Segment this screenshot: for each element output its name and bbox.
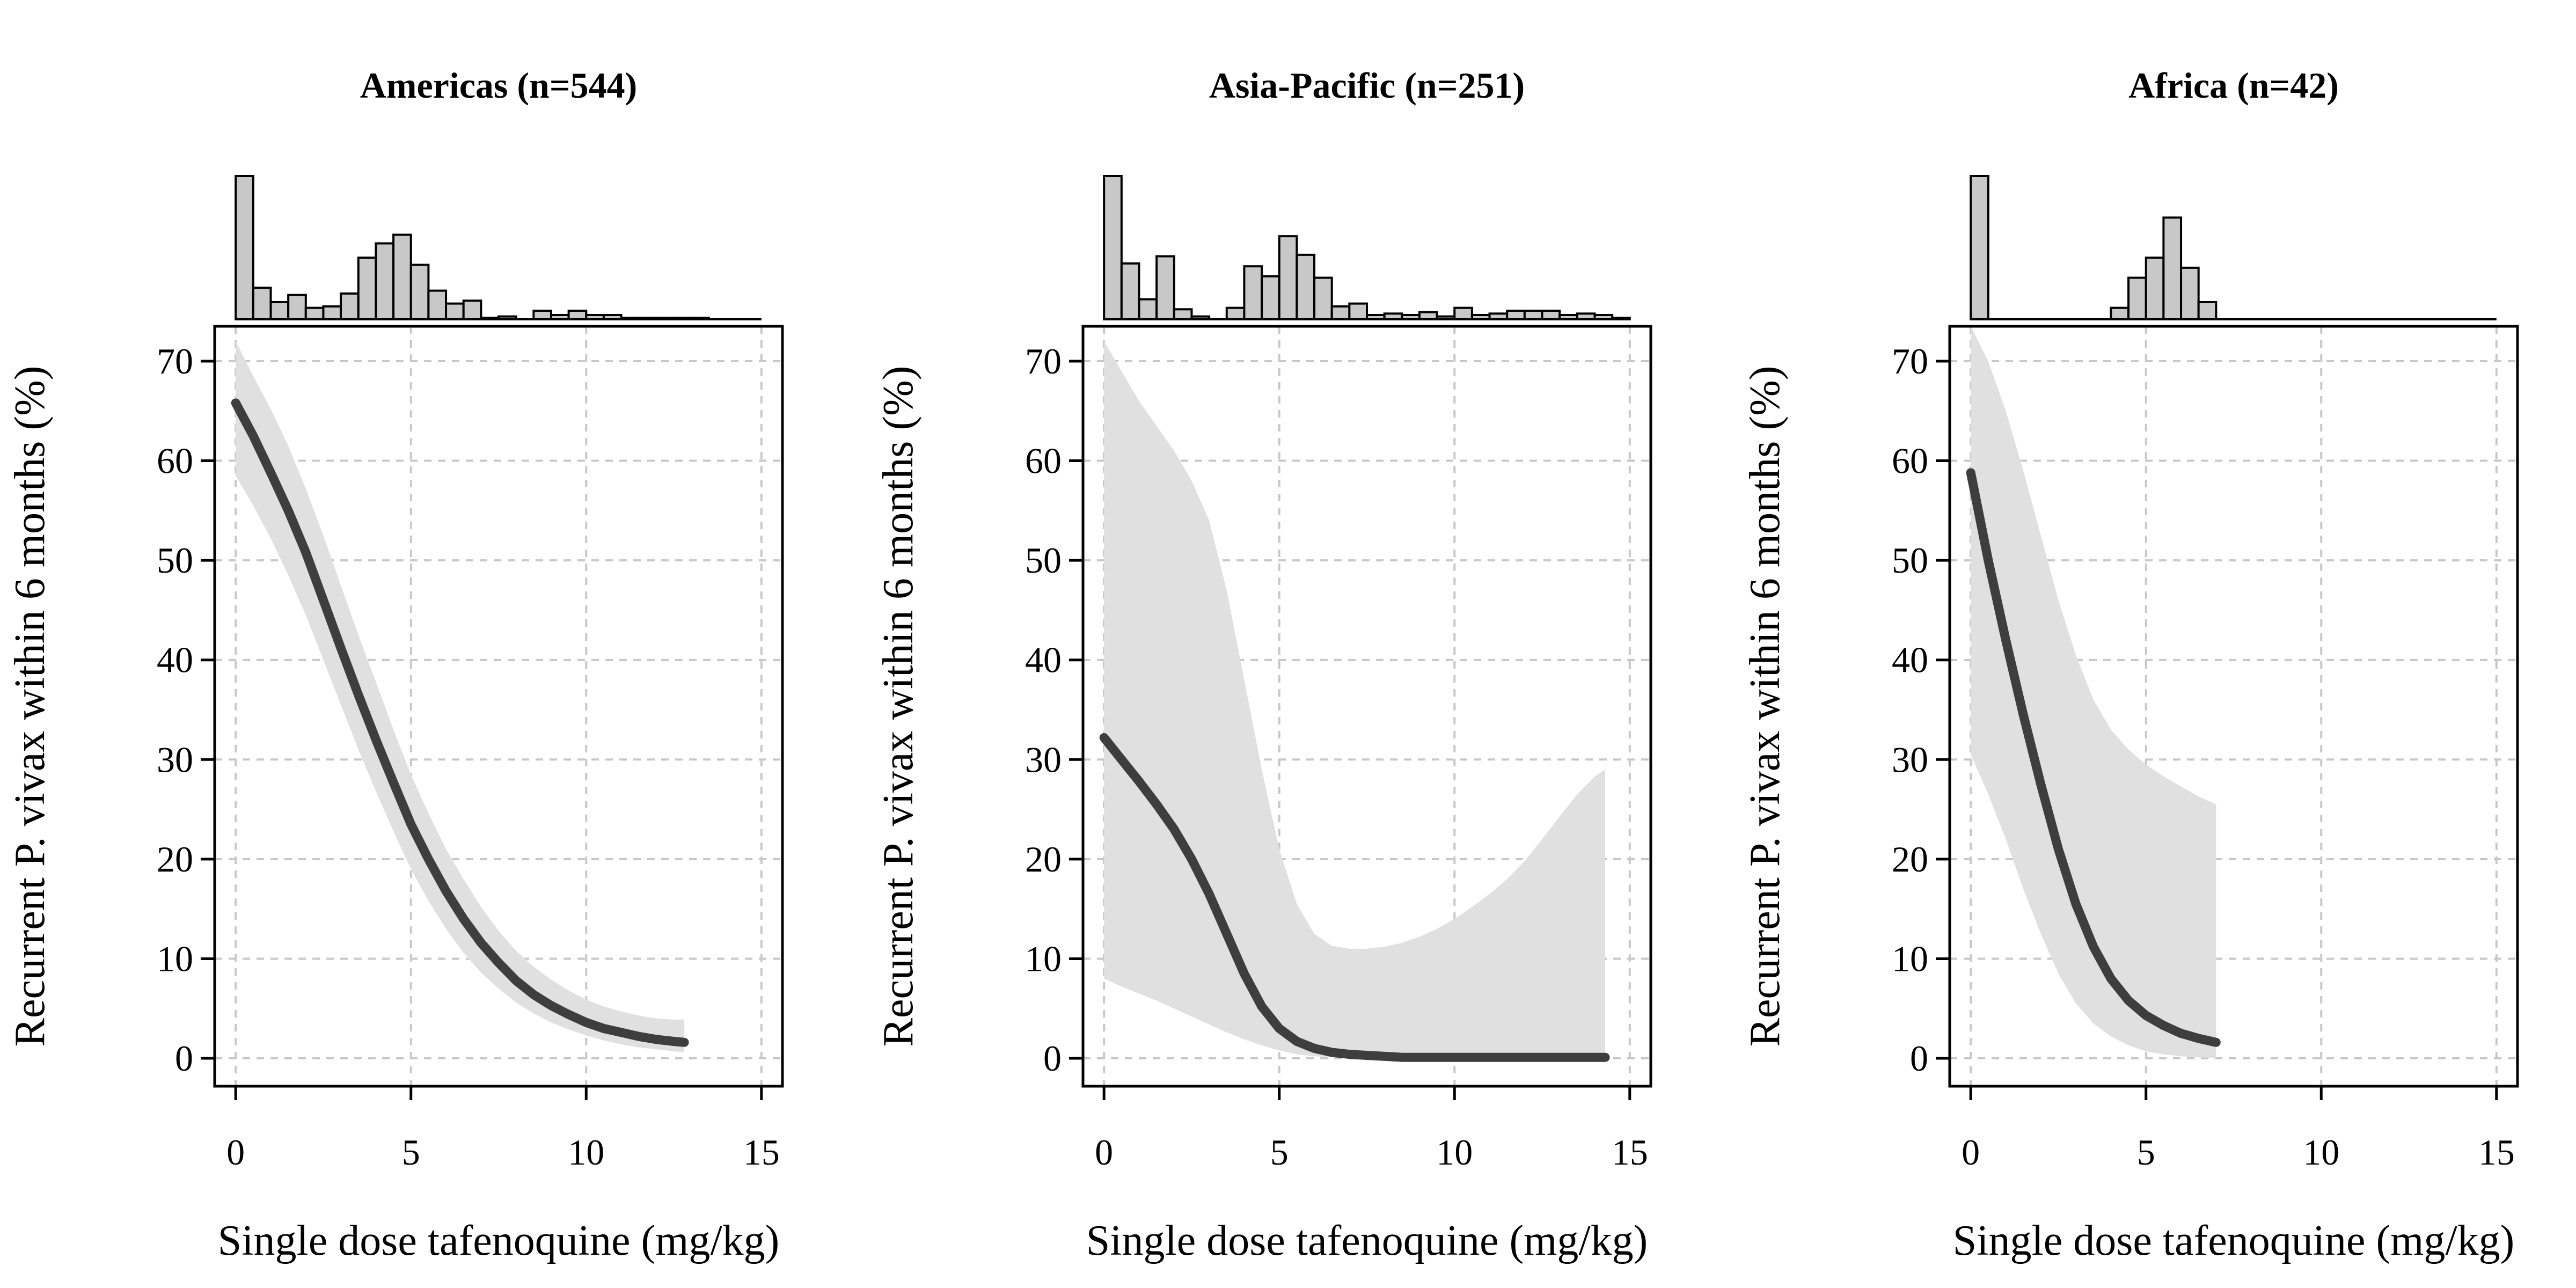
histogram-bar	[1523, 309, 1543, 320]
fitted-curve	[231, 398, 689, 1047]
confidence-band	[1104, 341, 1606, 1058]
histogram-bar	[304, 306, 325, 321]
y-tick-label: 30	[157, 739, 193, 780]
panel-title: Africa (n=42)	[2128, 65, 2339, 106]
y-tick-label: 60	[1025, 441, 1062, 481]
x-tick-label: 0	[1962, 1132, 1980, 1173]
y-tick-label: 50	[157, 540, 193, 581]
histogram-bar	[269, 301, 290, 321]
panel-title: Americas (n=544)	[360, 65, 638, 106]
histogram-bar	[1541, 309, 1561, 320]
y-tick-label: 20	[1025, 839, 1062, 880]
x-axis-label: Single dose tafenoquine (mg/kg)	[1086, 1217, 1648, 1264]
x-tick-label: 5	[402, 1132, 420, 1173]
histogram-bar	[1313, 276, 1333, 321]
histogram-bar	[357, 257, 377, 320]
x-tick-label: 10	[2303, 1132, 2339, 1173]
y-tick-label: 70	[1892, 341, 1928, 382]
histogram-bar	[567, 309, 588, 320]
histogram-bar	[287, 294, 307, 320]
y-axis-label: Recurrent P. vivax within 6 months (%)	[875, 366, 922, 1047]
fitted-curve	[1966, 468, 2221, 1047]
x-tick-label: 0	[226, 1132, 245, 1173]
histogram-bar	[235, 175, 254, 320]
fitted-curve	[1099, 733, 1610, 1062]
y-tick-label: 30	[1892, 739, 1928, 780]
y-tick-label: 60	[1892, 441, 1928, 481]
panel-title: Asia-Pacific (n=251)	[1209, 65, 1525, 106]
y-tick-label: 40	[1892, 640, 1928, 680]
histogram-bar	[1296, 253, 1316, 321]
histogram-bar	[340, 292, 360, 321]
y-tick-label: 50	[1025, 540, 1062, 581]
y-tick-label: 40	[1025, 640, 1062, 680]
y-tick-label: 60	[157, 441, 193, 481]
confidence-band	[1971, 326, 2216, 1058]
y-tick-label: 70	[157, 341, 193, 382]
y-tick-label: 20	[157, 839, 193, 880]
y-tick-label: 30	[1025, 739, 1062, 780]
histogram-bar	[392, 233, 412, 320]
plot-frame	[213, 325, 784, 1088]
histogram-bar	[322, 305, 342, 320]
y-axis-label: Recurrent P. vivax within 6 months (%)	[6, 366, 54, 1047]
histogram-bar	[1418, 311, 1438, 321]
panel-1: Americas (n=544) 0 5 10 15 0 10 20 30 40 50 60 70 Sin…	[6, 65, 784, 1264]
y-tick-label: 50	[1892, 540, 1928, 581]
histogram-bar	[462, 299, 482, 320]
x-tick-label: 15	[2478, 1132, 2515, 1173]
confidence-band	[236, 341, 685, 1052]
histogram-bar	[1155, 255, 1175, 320]
histogram-bar	[1103, 175, 1123, 320]
x-tick-label: 15	[743, 1132, 780, 1173]
y-tick-label: 40	[157, 640, 193, 680]
x-tick-label: 10	[568, 1132, 604, 1173]
histogram-bar	[1506, 309, 1526, 320]
histogram-bar	[532, 309, 552, 320]
histogram-bar	[1330, 305, 1351, 320]
plot-frame	[1948, 325, 2519, 1088]
x-tick-label: 0	[1095, 1132, 1113, 1173]
histogram-bar	[2180, 266, 2200, 321]
y-tick-label: 10	[1025, 938, 1062, 979]
x-tick-label: 10	[1436, 1132, 1473, 1173]
y-tick-label: 10	[1892, 938, 1928, 979]
y-tick-label: 20	[1892, 839, 1928, 880]
panel-3: Africa (n=42) 0 5 10 15 0 10 20 30 40 50 60 70 Single…	[1741, 65, 2519, 1264]
histogram-bar	[252, 287, 272, 321]
x-tick-label: 15	[1612, 1132, 1648, 1173]
histogram-bar	[1261, 275, 1280, 321]
histogram-bar	[1278, 235, 1298, 321]
histogram-bar	[1120, 262, 1140, 320]
histogram-bar	[2110, 306, 2130, 321]
histogram-bar	[1243, 265, 1263, 320]
histogram-bar	[2127, 276, 2147, 321]
histogram-bar	[1173, 308, 1193, 320]
histogram-bar	[427, 289, 448, 320]
y-tick-label: 70	[1025, 341, 1062, 382]
y-axis-label: Recurrent P. vivax within 6 months (%)	[1741, 366, 1789, 1047]
x-axis-label: Single dose tafenoquine (mg/kg)	[218, 1217, 779, 1264]
histogram-bar	[445, 302, 465, 321]
x-tick-label: 5	[2137, 1132, 2155, 1173]
histogram-bar	[2197, 301, 2218, 321]
y-tick-label: 10	[157, 938, 193, 979]
histogram-bar	[2145, 257, 2165, 320]
histogram-bar	[375, 242, 395, 320]
panel-2: Asia-Pacific (n=251) 0 5 10 15 0 10 20 30 40 50 60 7…	[875, 65, 1652, 1264]
x-axis-label: Single dose tafenoquine (mg/kg)	[1953, 1217, 2514, 1264]
histogram-bar	[1970, 175, 1989, 320]
y-tick-label: 0	[175, 1038, 193, 1079]
plot-frame	[1081, 325, 1652, 1088]
histogram-bar	[1348, 302, 1368, 321]
histogram-bar	[409, 264, 430, 321]
y-tick-label: 0	[1910, 1038, 1928, 1079]
histogram-bar	[1453, 306, 1473, 321]
histogram-bar	[1225, 306, 1246, 321]
histogram-bar	[2162, 216, 2183, 320]
x-tick-label: 5	[1270, 1132, 1289, 1173]
histogram-bar	[1138, 298, 1158, 320]
y-tick-label: 0	[1043, 1038, 1062, 1079]
